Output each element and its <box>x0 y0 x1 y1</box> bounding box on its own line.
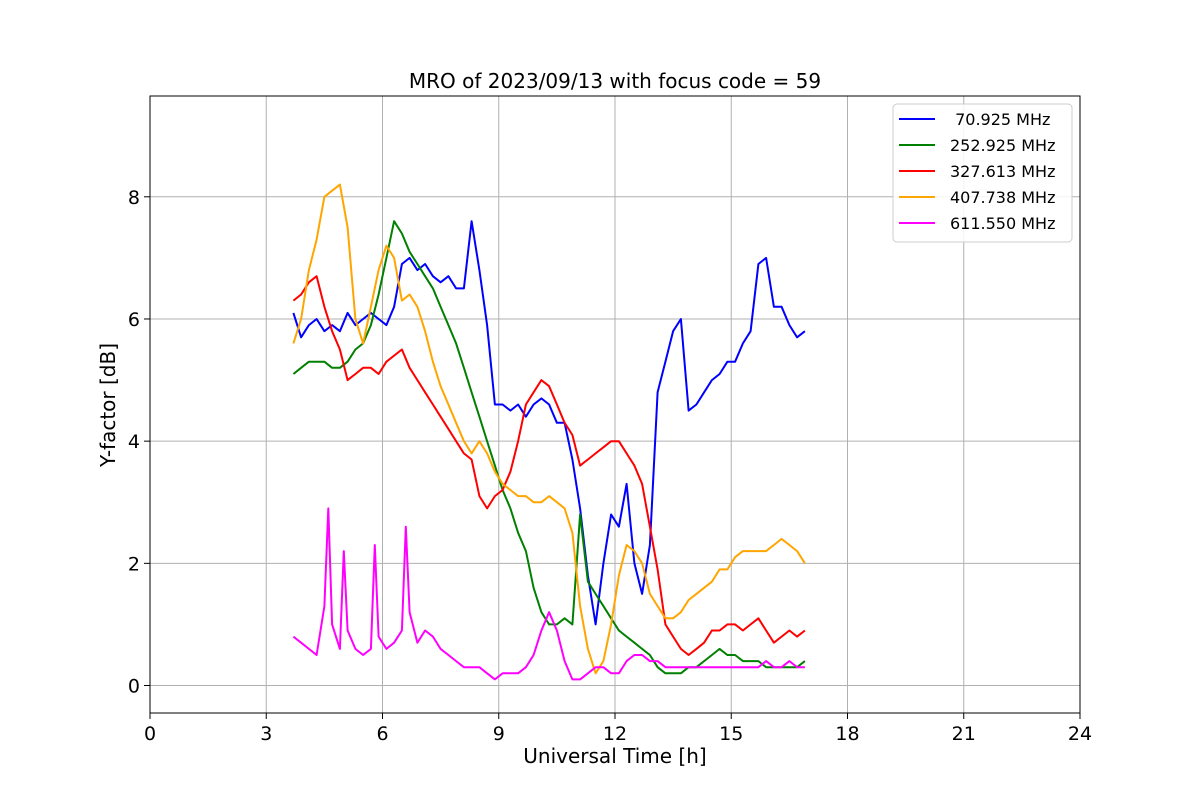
series-line-0 <box>292 220 806 626</box>
x-tick-label-7: 21 <box>952 723 976 745</box>
legend-label-3: 407.738 MHz <box>950 188 1055 207</box>
x-axis-title: Universal Time [h] <box>523 744 706 768</box>
y-tick-label-2: 4 <box>128 431 140 453</box>
legend-label-2: 327.613 MHz <box>950 162 1055 181</box>
x-tick-label-6: 18 <box>835 723 859 745</box>
x-tick-label-4: 12 <box>603 723 627 745</box>
legend-box <box>892 103 1073 243</box>
series-line-2 <box>292 275 806 656</box>
y-tick-label-4: 8 <box>128 187 140 209</box>
x-tick-label-2: 6 <box>376 723 388 745</box>
x-tick-label-1: 3 <box>260 723 272 745</box>
y-tick-label-3: 6 <box>128 309 140 331</box>
legend-label-0: 70.925 MHz <box>950 110 1050 129</box>
y-tick-label-0: 0 <box>128 676 140 698</box>
legend-label-4: 611.550 MHz <box>950 214 1055 233</box>
legend: 70.925 MHz 252.925 MHz 327.613 MHz 407.738 … <box>892 103 1073 243</box>
x-tick-label-0: 0 <box>144 723 156 745</box>
series-line-1 <box>292 220 806 675</box>
x-tick-label-5: 15 <box>719 723 743 745</box>
x-tick-label-3: 9 <box>493 723 505 745</box>
y-axis-title: Y-factor [dB] <box>96 343 120 468</box>
y-tick-label-1: 2 <box>128 553 140 575</box>
series-line-4 <box>292 507 805 681</box>
x-tick-label-8: 24 <box>1068 723 1092 745</box>
series-line-3 <box>292 183 806 675</box>
legend-label-1: 252.925 MHz <box>950 136 1055 155</box>
chart-title: MRO of 2023/09/13 with focus code = 59 <box>409 69 821 93</box>
series-layer <box>292 183 806 681</box>
